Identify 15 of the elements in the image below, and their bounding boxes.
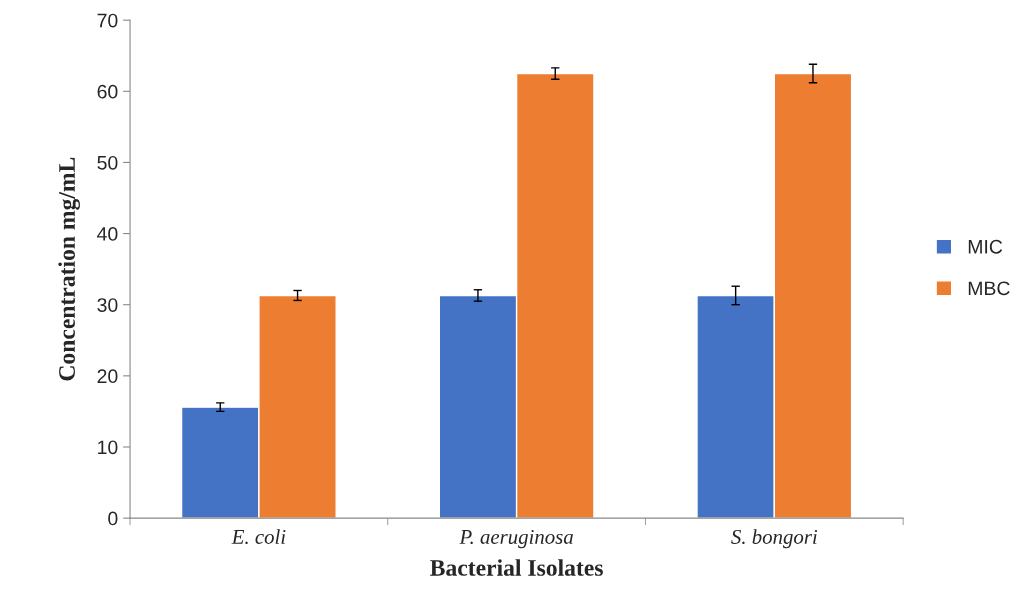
y-tick-label: 50 — [97, 155, 118, 170]
y-tick-label: 0 — [108, 511, 118, 526]
y-tick-label: 60 — [97, 84, 118, 99]
x-axis-title: Bacterial Isolates — [430, 559, 603, 576]
y-tick-label: 30 — [97, 298, 118, 312]
x-tick-label: E. coli — [231, 529, 286, 544]
y-tick-label: 10 — [98, 440, 118, 455]
y-tick-label: 70 — [97, 13, 118, 28]
y-axis-title: Concentration mg/mL — [58, 157, 80, 381]
y-tick-label: 40 — [97, 227, 118, 241]
legend-label: MBC — [968, 281, 1010, 296]
y-tick-label: 20 — [97, 369, 118, 384]
legend-label: MIC — [968, 239, 1003, 254]
x-tick-label: P. aeruginosa — [459, 529, 573, 549]
x-tick-label: S. bongori — [731, 529, 818, 549]
